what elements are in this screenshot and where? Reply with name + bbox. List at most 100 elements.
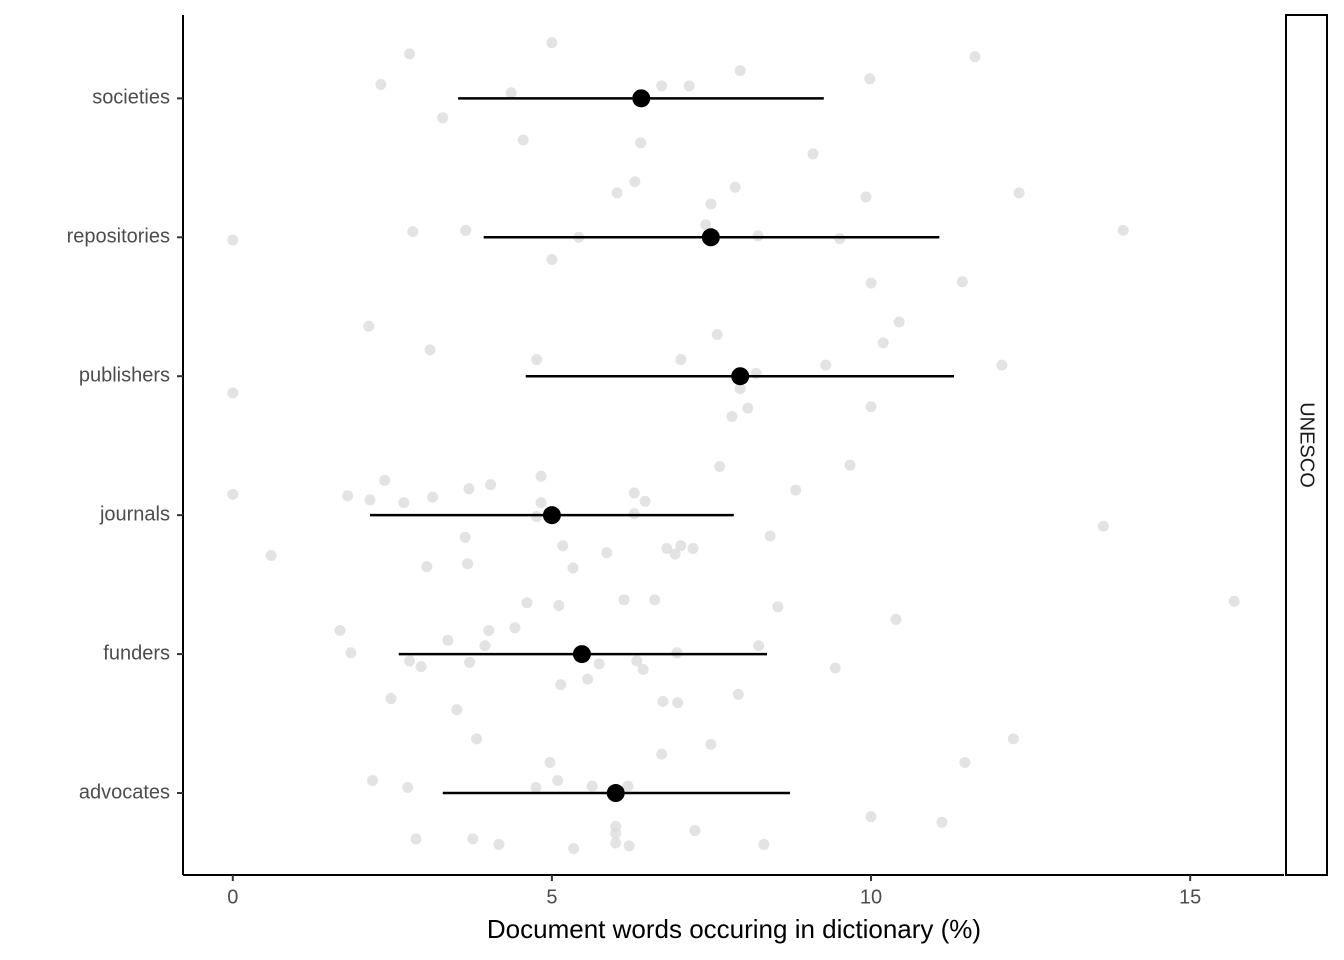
data-point — [629, 176, 641, 188]
x-tick-label: 5 — [546, 886, 557, 908]
data-point — [711, 329, 723, 341]
data-point — [628, 508, 640, 520]
data-point — [729, 181, 741, 193]
strip-label: UNESCO — [1296, 402, 1318, 488]
data-point — [535, 497, 547, 509]
data-point — [675, 540, 687, 552]
data-point — [462, 558, 474, 570]
data-point — [829, 662, 841, 674]
data-point — [493, 838, 505, 850]
data-point — [555, 679, 567, 691]
data-point — [505, 87, 517, 99]
data-point — [546, 254, 558, 266]
data-point — [864, 73, 876, 85]
data-point — [363, 320, 375, 332]
data-point — [834, 233, 846, 245]
data-point — [385, 693, 397, 705]
data-point — [402, 781, 414, 793]
data-point — [582, 673, 594, 685]
data-point — [410, 833, 422, 845]
data-point — [734, 65, 746, 77]
data-point — [996, 359, 1008, 371]
data-point — [521, 597, 533, 609]
data-point — [398, 497, 410, 509]
data-point — [623, 840, 635, 852]
y-tick-label: publishers — [79, 365, 170, 387]
data-point — [568, 843, 580, 855]
data-point — [661, 543, 673, 555]
data-point — [535, 470, 547, 482]
data-point — [471, 733, 483, 745]
facet-strip — [1285, 14, 1328, 876]
data-point — [865, 811, 877, 823]
data-point — [1013, 187, 1025, 199]
data-point — [451, 704, 463, 716]
data-point — [485, 479, 497, 491]
data-point — [628, 487, 640, 499]
y-tick-label: journals — [99, 503, 170, 525]
data-point — [567, 562, 579, 574]
data-point — [586, 780, 598, 792]
data-point — [404, 48, 416, 60]
data-point — [622, 780, 634, 792]
data-point — [364, 494, 376, 506]
data-point — [367, 775, 379, 787]
data-point — [675, 354, 687, 366]
data-point — [635, 137, 647, 149]
data-point — [669, 548, 681, 560]
mean-point — [701, 228, 720, 247]
data-point — [844, 459, 856, 471]
data-point — [464, 656, 476, 668]
data-point — [877, 337, 889, 349]
data-point — [552, 775, 564, 787]
data-point — [726, 411, 738, 423]
data-point — [415, 661, 427, 673]
data-point — [764, 530, 776, 542]
data-point — [672, 697, 684, 709]
data-point — [404, 655, 416, 667]
data-point — [772, 601, 784, 613]
data-point — [334, 624, 346, 636]
x-tick-label: 0 — [227, 886, 238, 908]
data-point — [959, 756, 971, 768]
data-point — [483, 624, 495, 636]
data-point — [342, 490, 354, 502]
data-point — [790, 484, 802, 496]
data-point — [687, 543, 699, 555]
data-point — [714, 461, 726, 473]
data-point — [379, 474, 391, 486]
y-tick-label: repositories — [67, 226, 170, 248]
data-point — [517, 134, 529, 146]
data-point — [530, 781, 542, 793]
data-point — [956, 276, 968, 288]
data-point — [637, 663, 649, 675]
data-point — [865, 277, 877, 289]
data-point — [656, 748, 668, 760]
data-point — [424, 344, 436, 356]
data-point — [463, 483, 475, 495]
data-point — [700, 219, 712, 231]
x-tick-label: 10 — [860, 886, 882, 908]
data-point — [467, 833, 479, 845]
data-point — [639, 495, 651, 507]
data-point — [227, 488, 239, 500]
data-point — [656, 80, 668, 92]
data-point — [509, 622, 521, 634]
data-point — [936, 816, 948, 828]
data-point — [752, 230, 764, 242]
data-point — [705, 198, 717, 210]
mean-point — [632, 89, 651, 108]
data-point — [742, 402, 754, 414]
data-point — [531, 354, 543, 366]
data-point — [671, 647, 683, 659]
data-point — [683, 80, 695, 92]
mean-point — [542, 506, 561, 525]
data-point — [689, 825, 701, 837]
data-point — [227, 387, 239, 399]
data-point — [345, 647, 357, 659]
data-point — [437, 112, 449, 124]
y-tick-label: societies — [92, 87, 170, 109]
data-point — [705, 738, 717, 750]
data-point — [610, 827, 622, 839]
